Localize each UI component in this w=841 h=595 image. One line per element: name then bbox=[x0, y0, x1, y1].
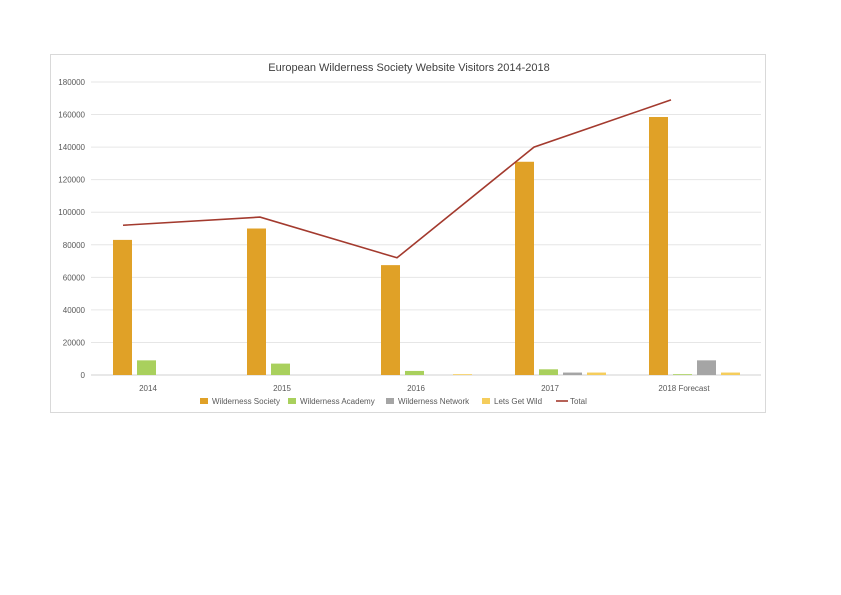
bar-wilderness-network bbox=[697, 360, 716, 375]
bar-wilderness-society bbox=[381, 265, 400, 375]
legend-label: Lets Get Wild bbox=[494, 397, 542, 406]
bars bbox=[113, 116, 740, 375]
bar-wilderness-academy bbox=[673, 374, 692, 375]
legend-label: Wilderness Academy bbox=[300, 397, 375, 406]
legend-swatch bbox=[386, 398, 394, 404]
bar-wilderness-academy bbox=[405, 370, 424, 375]
legend-swatch bbox=[200, 398, 208, 404]
bar-lets-get-wild bbox=[587, 372, 606, 375]
bar-wilderness-society bbox=[515, 161, 534, 375]
y-tick-label: 180000 bbox=[58, 78, 85, 87]
chart-area: European Wilderness Society Website Visi… bbox=[50, 54, 766, 413]
total-line-layer bbox=[122, 99, 672, 259]
bar-wilderness-society bbox=[113, 239, 132, 375]
y-tick-label: 60000 bbox=[63, 273, 86, 282]
legend-item-lets-get-wild: Lets Get Wild bbox=[482, 397, 542, 406]
y-tick-label: 160000 bbox=[58, 111, 85, 120]
legend-label: Wilderness Network bbox=[398, 397, 470, 406]
bar-lets-get-wild bbox=[721, 372, 740, 375]
legend-label: Wilderness Society bbox=[212, 397, 280, 406]
y-tick-label: 80000 bbox=[63, 241, 86, 250]
total-line bbox=[122, 99, 672, 259]
bar-wilderness-academy bbox=[137, 360, 156, 375]
legend-swatch bbox=[482, 398, 490, 404]
legend-item-wilderness-academy: Wilderness Academy bbox=[288, 397, 375, 406]
bar-wilderness-academy bbox=[539, 369, 558, 375]
grid-layer bbox=[91, 81, 761, 376]
chart-title: European Wilderness Society Website Visi… bbox=[268, 62, 549, 74]
y-tick-label: 0 bbox=[81, 371, 86, 380]
y-axis-ticks: 0 20000 40000 60000 80000 100000 120000 140000 1… bbox=[58, 78, 85, 380]
legend-item-wilderness-society: Wilderness Society bbox=[200, 397, 280, 406]
x-tick-label: 2015 bbox=[273, 384, 291, 393]
x-tick-label: 2016 bbox=[407, 384, 425, 393]
bar-wilderness-network bbox=[563, 372, 582, 375]
legend-swatch bbox=[288, 398, 296, 404]
bar-wilderness-society bbox=[247, 228, 266, 375]
x-axis-ticks: 2014 2015 2016 2017 2018 Forecast bbox=[139, 384, 710, 393]
bar-lets-get-wild bbox=[453, 374, 472, 375]
bar-wilderness-society bbox=[649, 116, 668, 375]
y-tick-label: 140000 bbox=[58, 143, 85, 152]
y-tick-label: 20000 bbox=[63, 338, 86, 347]
legend: Wilderness Society Wilderness Academy Wild… bbox=[200, 397, 587, 406]
chart-svg: European Wilderness Society Website Visi… bbox=[58, 62, 761, 406]
legend-label: Total bbox=[570, 397, 587, 406]
bar-wilderness-academy bbox=[271, 363, 290, 375]
legend-item-total: Total bbox=[556, 397, 587, 406]
x-tick-label: 2014 bbox=[139, 384, 157, 393]
y-tick-label: 120000 bbox=[58, 176, 85, 185]
x-tick-label: 2017 bbox=[541, 384, 559, 393]
legend-item-wilderness-network: Wilderness Network bbox=[386, 397, 470, 406]
x-tick-label: 2018 Forecast bbox=[658, 384, 710, 393]
y-tick-label: 40000 bbox=[63, 306, 86, 315]
y-tick-label: 100000 bbox=[58, 208, 85, 217]
